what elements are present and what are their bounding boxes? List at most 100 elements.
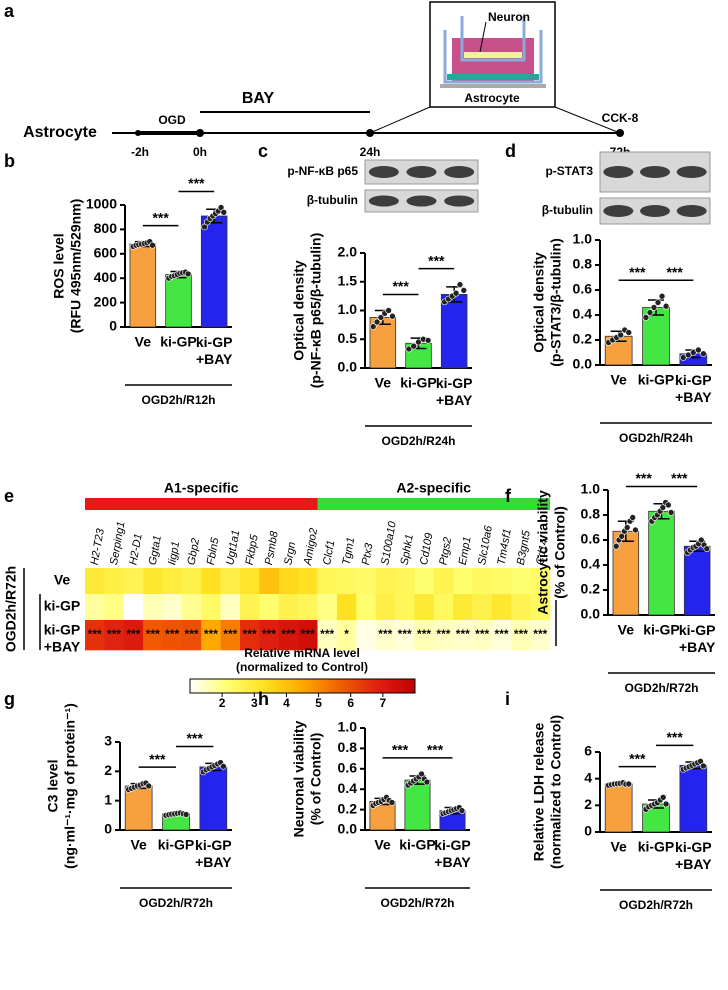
endpoint-label: CCK-8 xyxy=(602,111,639,125)
y-tick-label: 0 xyxy=(584,823,592,839)
colorbar-tick-label: 6 xyxy=(347,696,354,710)
heat-cell xyxy=(123,620,144,651)
heat-cell xyxy=(143,568,163,595)
significance-label: *** xyxy=(666,729,683,745)
heat-cell xyxy=(375,594,396,621)
heat-cell xyxy=(511,620,531,651)
blot-band xyxy=(640,205,670,217)
y-tick-label: 4 xyxy=(584,769,592,785)
star-label: *** xyxy=(281,627,295,641)
panel-label: f xyxy=(505,486,512,506)
y-axis-label: Optical density(p-STAT3/β-tubulin) xyxy=(530,238,563,367)
heat-cell xyxy=(240,568,260,595)
data-point xyxy=(662,800,670,808)
data-point xyxy=(625,329,633,336)
star-label: *** xyxy=(185,627,199,641)
heat-cell xyxy=(278,620,299,651)
y-tick-label: 0.2 xyxy=(581,581,601,597)
data-point xyxy=(632,526,639,534)
heat-cell xyxy=(414,594,435,621)
y-axis-label: ROS level(RFU 495nm/529nm) xyxy=(50,199,83,334)
data-point xyxy=(424,337,432,344)
star-label: *** xyxy=(456,627,470,641)
heat-cell xyxy=(395,594,415,621)
inset-astrocyte-label: Astrocyte xyxy=(464,91,520,105)
blot-band xyxy=(676,205,707,217)
x-tick-label: ki-GP +BAY xyxy=(434,837,471,870)
heat-cell xyxy=(104,568,125,595)
heat-cell xyxy=(298,568,318,595)
heat-cell xyxy=(530,594,551,621)
y-axis-label: Astrocytic viability(% of Control) xyxy=(534,490,567,615)
blot-band xyxy=(368,166,399,178)
heat-cell xyxy=(472,594,493,621)
panel-label: b xyxy=(4,151,15,171)
data-point xyxy=(659,794,667,801)
group-label: OGD2h/R24h xyxy=(381,434,455,448)
y-tick-label: 0.0 xyxy=(581,606,601,622)
data-point xyxy=(217,204,225,211)
gene-label: Psmb8 xyxy=(263,529,281,566)
y-axis-label: Relative LDH release(normalized to Contr… xyxy=(530,715,563,869)
y-tick-label: 1.0 xyxy=(581,481,601,497)
y-tick-label: 0.4 xyxy=(573,306,593,322)
heat-cell xyxy=(453,568,473,595)
star-label: *** xyxy=(126,627,140,641)
heat-cell xyxy=(201,568,221,595)
data-point xyxy=(625,780,633,788)
data-point xyxy=(697,758,704,765)
star-label: *** xyxy=(146,627,160,641)
heat-cell xyxy=(259,620,280,651)
bar xyxy=(124,785,153,831)
inset-connector xyxy=(554,106,621,134)
time-label: 0h xyxy=(193,145,207,159)
data-point xyxy=(410,342,417,350)
star-label: *** xyxy=(320,627,334,641)
data-point xyxy=(149,241,156,249)
y-tick-label: 400 xyxy=(94,269,118,285)
group-bar xyxy=(317,498,550,510)
star-label: *** xyxy=(223,627,237,641)
data-point xyxy=(460,287,468,294)
bar xyxy=(648,510,675,616)
heat-cell xyxy=(414,620,435,651)
neuron-layer xyxy=(464,52,522,58)
heat-cell xyxy=(104,620,125,651)
group-label: OGD2h/R24h xyxy=(619,431,693,445)
x-tick-label: ki-GP xyxy=(160,334,197,350)
gene-label: Tgm1 xyxy=(341,536,358,566)
group-label: OGD2h/R72h xyxy=(624,681,698,695)
y-tick-label: 0.2 xyxy=(338,800,358,816)
significance-label: *** xyxy=(149,751,166,767)
y-tick-label: 0.6 xyxy=(581,531,601,547)
heat-cell xyxy=(298,620,318,651)
pointer xyxy=(479,21,487,53)
gene-label: Srgn xyxy=(282,541,298,566)
star-label: *** xyxy=(398,627,412,641)
group-bar xyxy=(85,498,318,510)
significance-label: *** xyxy=(188,175,205,191)
star-label: *** xyxy=(378,627,392,641)
data-point xyxy=(458,807,466,814)
panel-label: c xyxy=(258,141,268,161)
heat-cell xyxy=(240,594,260,621)
heat-cell xyxy=(356,568,376,595)
heat-cell xyxy=(317,620,338,651)
gene-label: Sphk1 xyxy=(399,533,416,566)
heat-cell xyxy=(472,568,493,595)
gene-label: Gbp2 xyxy=(186,537,202,566)
heat-cell xyxy=(181,594,202,621)
x-tick-label: ki-GP xyxy=(638,372,675,388)
insert xyxy=(460,16,526,62)
heat-cell xyxy=(259,568,280,595)
bar xyxy=(604,783,633,833)
heat-cell xyxy=(278,594,299,621)
bar-chart: i Relative LDH release(normalized to Cont… xyxy=(505,689,712,912)
group-label: OGD2h/R72h xyxy=(380,896,454,910)
y-axis-label: Optical density(p-NF-κB p65/β-tubulin) xyxy=(290,233,323,389)
data-point xyxy=(646,309,654,316)
data-point xyxy=(377,314,385,321)
heat-cell xyxy=(433,620,454,651)
start-label: Astrocyte xyxy=(23,124,97,141)
